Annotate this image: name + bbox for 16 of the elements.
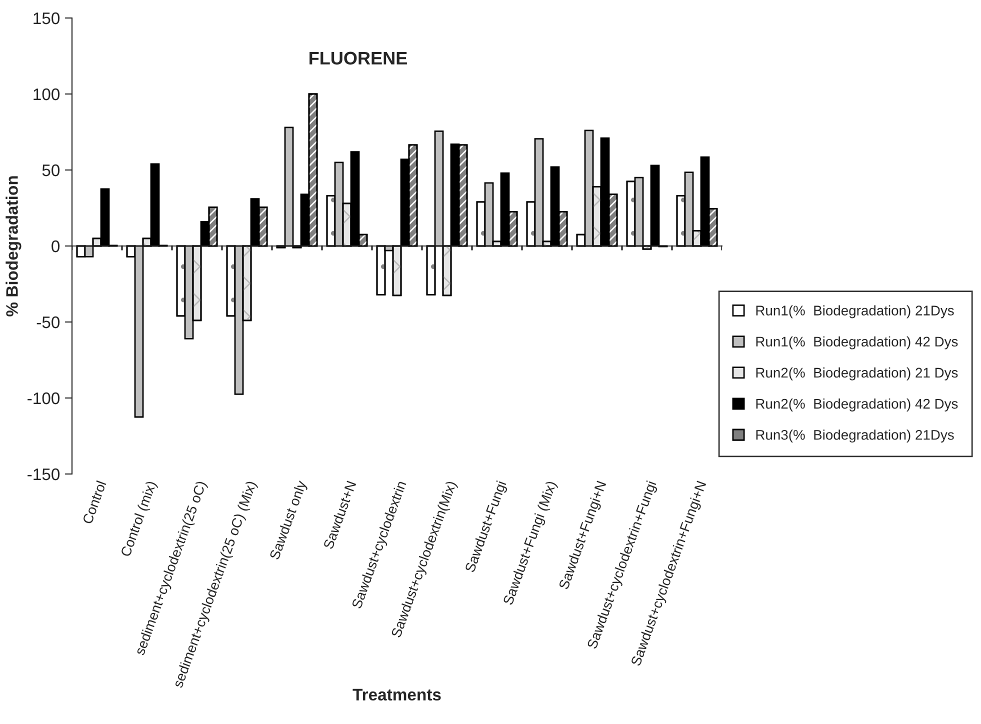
text: FLUORENE [310,52,407,65]
y-tick-label: 150 [34,12,60,24]
x-axis-title: Treatments [352,688,441,701]
legend-label: Run1(% Biodegradation) 21Dys [756,305,954,318]
y-tick-label: -50 [36,316,60,328]
x-tick-label: Control [82,480,106,524]
y-axis-title: % Biodegradation [6,176,22,316]
y-tick-label: 100 [34,88,60,100]
legend-label: Run3(% Biodegradation) 21Dys [756,430,954,443]
y-tick-label: 50 [42,164,60,176]
legend-label: Run2(% Biodegradation) 42 Dys [756,398,958,412]
legend-label: Run1(% Biodegradation) 42 Dys [756,336,958,350]
y-tick-label: -150 [28,468,60,480]
legend-label: Run2(% Biodegradation) 21 Dys [756,367,958,380]
y-tick-label: -100 [28,392,60,404]
y-tick-label: 0 [52,240,60,252]
